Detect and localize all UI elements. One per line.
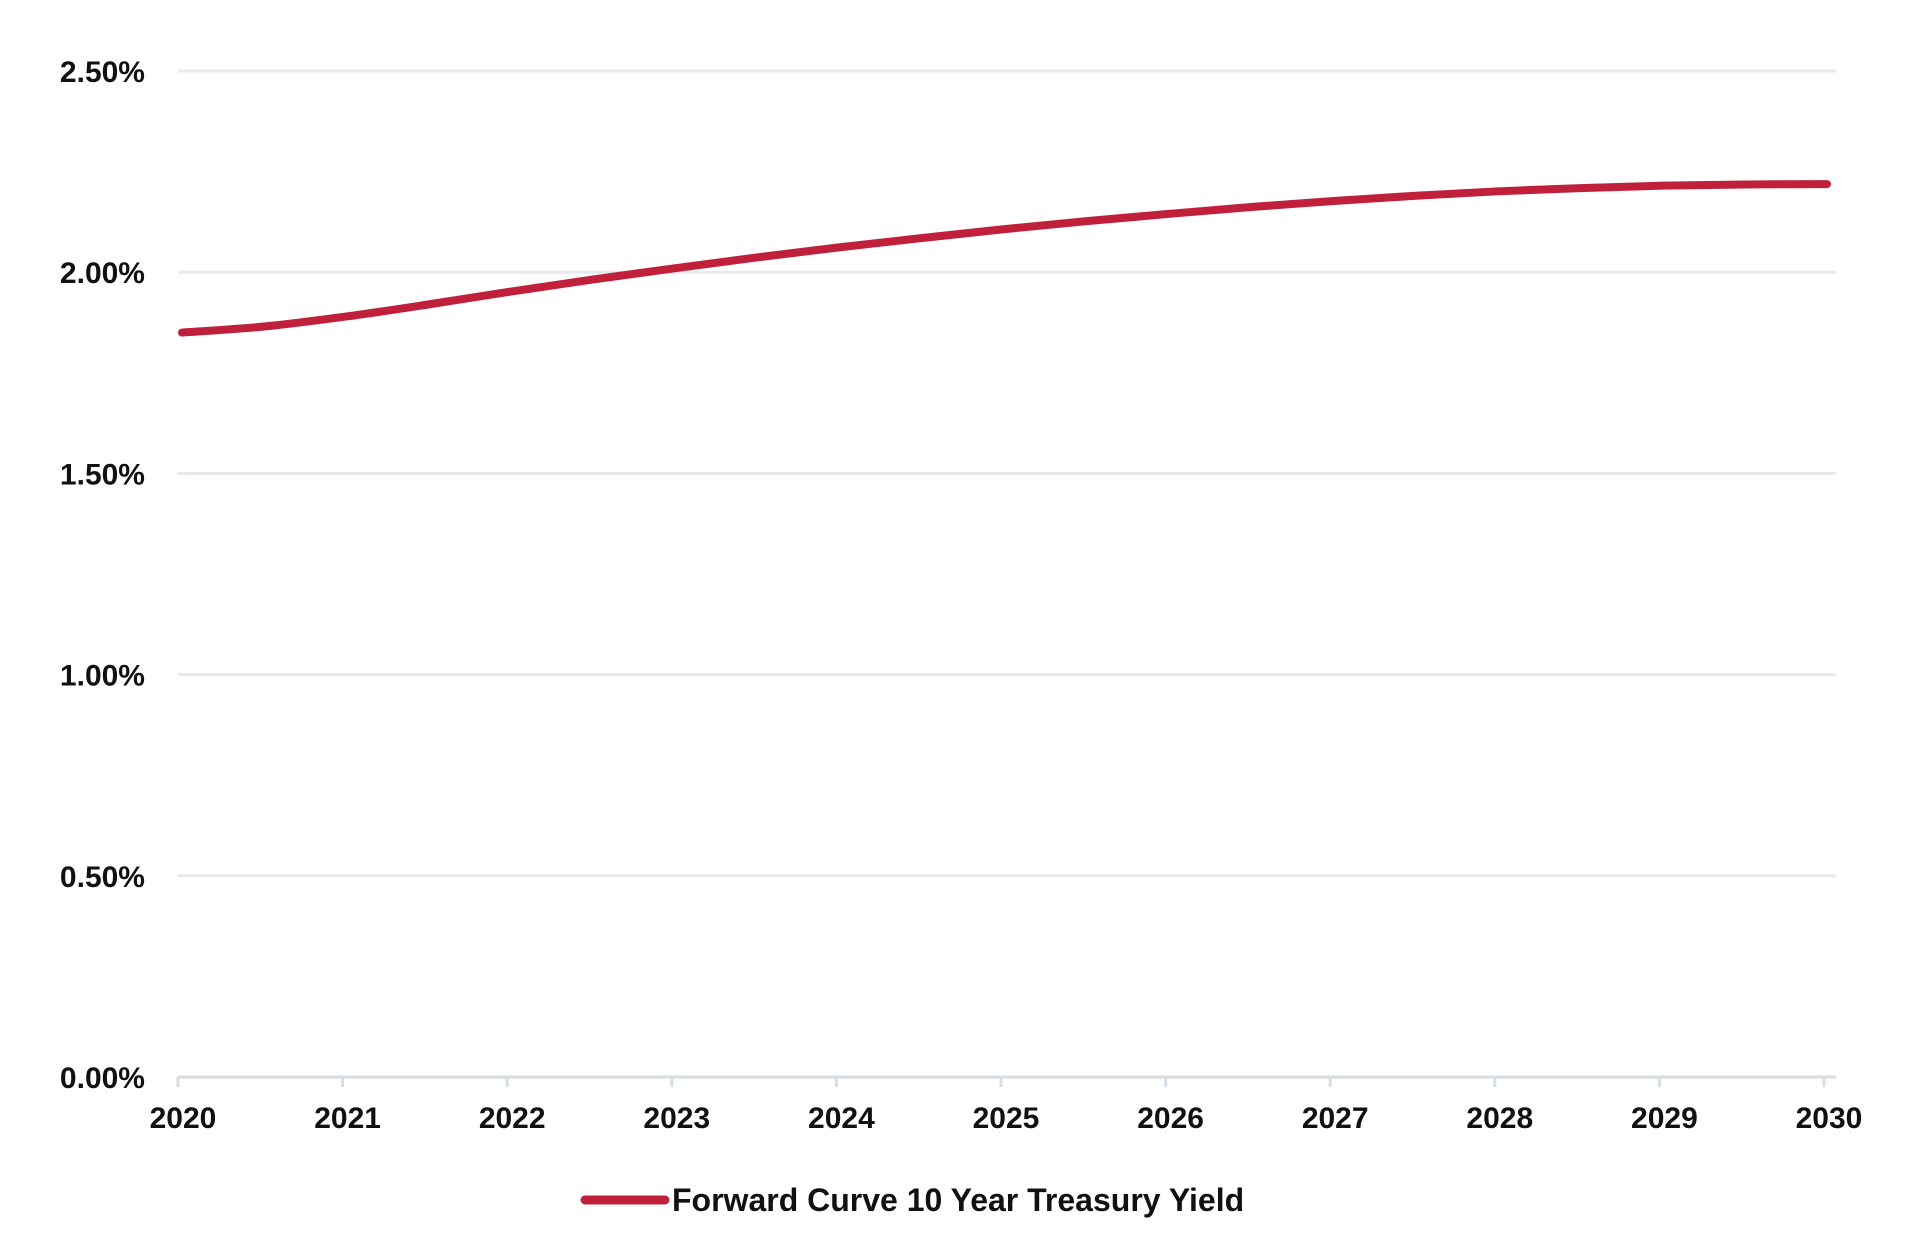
grid-lines	[178, 69, 1836, 878]
x-tick-label: 2021	[314, 1102, 381, 1135]
y-tick-label: 2.50%	[60, 56, 145, 89]
x-axis	[176, 1075, 1836, 1087]
x-tick-label: 2023	[643, 1102, 710, 1135]
series-layer	[178, 180, 1831, 337]
y-tick-label: 1.00%	[60, 660, 145, 693]
y-axis-tick-labels: 0.00% 0.50% 1.00% 1.50% 2.00% 2.50%	[60, 56, 145, 1095]
legend-label: Forward Curve 10 Year Treasury Yield	[672, 1182, 1244, 1218]
x-tick-label: 2026	[1137, 1102, 1204, 1135]
legend: Forward Curve 10 Year Treasury Yield	[580, 1182, 1244, 1218]
y-tick-label: 2.00%	[60, 257, 145, 290]
series-line	[178, 180, 1831, 337]
x-tick-label: 2025	[973, 1102, 1040, 1135]
x-tick-label: 2030	[1796, 1102, 1863, 1135]
x-tick-label: 2027	[1302, 1102, 1369, 1135]
y-tick-label: 0.50%	[60, 861, 145, 894]
x-tick-label: 2028	[1466, 1102, 1533, 1135]
x-tick-label: 2024	[808, 1102, 875, 1135]
x-tick-label: 2029	[1631, 1102, 1698, 1135]
x-tick-label: 2020	[150, 1102, 217, 1135]
x-axis-tick-labels: 2020 2021 2022 2023 2024 2025 2026 2027 2028 2029…	[150, 1102, 1863, 1135]
y-tick-label: 1.50%	[60, 458, 145, 491]
y-tick-label: 0.00%	[60, 1062, 145, 1095]
x-tick-label: 2022	[479, 1102, 546, 1135]
